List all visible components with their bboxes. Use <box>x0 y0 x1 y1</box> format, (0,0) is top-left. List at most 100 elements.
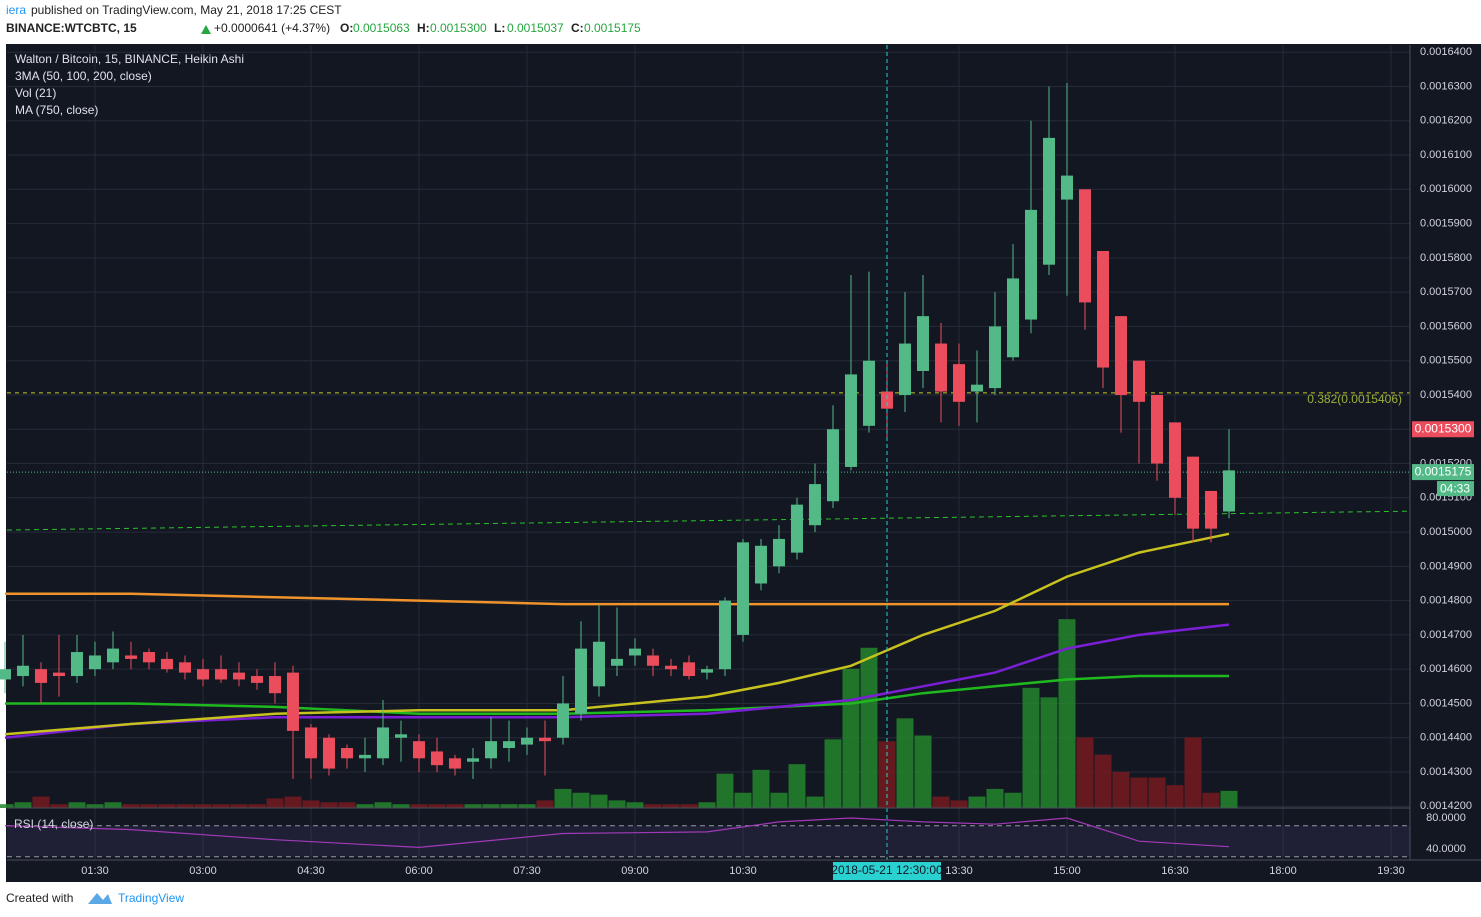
volume-bar <box>968 796 986 808</box>
candle-body <box>700 669 713 673</box>
moving-average <box>4 623 1230 739</box>
high-tag-label: 0.0015300 <box>1415 421 1472 435</box>
candle-body <box>844 374 857 467</box>
y-tick-label: 0.0014200 <box>1420 800 1472 812</box>
fib-label: 0.382(0.0015406) <box>1307 392 1402 406</box>
volume-bar <box>1130 777 1148 808</box>
candle-body <box>106 648 119 663</box>
volume-bar <box>464 804 482 808</box>
candle-body <box>394 734 407 738</box>
volume-bar <box>806 796 824 808</box>
candle-body <box>448 758 461 769</box>
volume-bar <box>1202 792 1220 808</box>
y-tick-label: 0.0014900 <box>1420 560 1472 572</box>
candle-body <box>250 676 263 683</box>
moving-average <box>5 592 1229 606</box>
candle-body <box>124 655 137 659</box>
x-tick-label: 18:00 <box>1269 865 1297 877</box>
candle-body <box>1168 422 1181 498</box>
volume-bar <box>500 804 518 808</box>
footer-brand[interactable]: TradingView <box>118 891 184 905</box>
candle-body <box>970 384 983 392</box>
x-tick-label: 16:30 <box>1161 865 1189 877</box>
x-tick-label: 15:00 <box>1053 865 1081 877</box>
author[interactable]: iera <box>6 3 26 17</box>
candle-body <box>1060 175 1073 200</box>
volume-bar <box>572 792 590 808</box>
volume-bar <box>356 804 374 808</box>
candle-body <box>628 648 641 656</box>
volume-bar <box>104 802 122 808</box>
volume-bar <box>50 804 68 808</box>
rsi-band <box>7 825 1410 857</box>
candle-body <box>538 737 551 742</box>
candle-body <box>178 662 191 673</box>
candle-body <box>1006 278 1019 358</box>
volume-bar <box>1040 697 1058 808</box>
up-arrow <box>201 25 211 34</box>
candle-body <box>826 429 839 502</box>
rsi-tick-label: 80.0000 <box>1426 812 1466 824</box>
candle-body <box>196 669 209 680</box>
rsi-line <box>4 817 1230 849</box>
volume-bar <box>608 800 626 808</box>
y-tick-label: 0.0016400 <box>1420 46 1472 58</box>
volume-bar <box>860 647 878 808</box>
candle-body <box>1204 490 1217 529</box>
rsi-tick-label: 40.0000 <box>1426 843 1466 855</box>
volume-bar <box>194 804 212 808</box>
y-tick-label: 0.0015800 <box>1420 252 1472 264</box>
candle-body <box>1132 360 1145 402</box>
moving-average <box>4 532 1230 736</box>
volume-bar <box>518 804 536 808</box>
x-tick-label: 01:30 <box>81 865 109 877</box>
symbol: BINANCE:WTCBTC, 15 <box>6 21 137 35</box>
volume-bar <box>122 804 140 808</box>
y-tick-label: 0.0016000 <box>1420 183 1472 195</box>
y-tick-label: 0.0015500 <box>1420 355 1472 367</box>
chart-background <box>6 44 1481 882</box>
y-tick-label: 0.0015900 <box>1420 217 1472 229</box>
candle-body <box>34 669 47 683</box>
x-tick-label: 06:00 <box>405 865 433 877</box>
candle-body <box>70 652 83 677</box>
y-tick-label: 0.0014400 <box>1420 732 1472 744</box>
candle-body <box>916 316 929 371</box>
x-tick-label: 07:30 <box>513 865 541 877</box>
candle-body <box>718 600 731 670</box>
candle-body <box>808 484 821 526</box>
candle-body <box>736 542 749 635</box>
y-tick-label: 0.0014800 <box>1420 595 1472 607</box>
last-price-label: 0.0015175 <box>1415 464 1472 478</box>
candle-body <box>952 364 965 402</box>
volume-bar <box>266 798 284 808</box>
ohlc-value: 0.0015063 <box>353 21 410 35</box>
volume-bar <box>1076 737 1094 808</box>
volume-bar <box>1112 771 1130 808</box>
candle-body <box>322 737 335 769</box>
y-tick-label: 0.0014700 <box>1420 629 1472 641</box>
candle-body <box>1114 316 1127 395</box>
legend-indicator: Vol (21) <box>15 86 56 100</box>
candle-body <box>790 504 803 553</box>
candle-body <box>1024 209 1037 320</box>
x-tick-label: 10:30 <box>729 865 757 877</box>
volume-bar <box>32 796 50 808</box>
ohlc-label: O: <box>340 21 353 35</box>
volume-bar <box>644 804 662 808</box>
volume-bar <box>1148 777 1166 808</box>
y-tick-label: 0.0016100 <box>1420 149 1472 161</box>
candle-body <box>1150 394 1163 464</box>
candle-body <box>880 391 893 409</box>
y-tick-label: 0.0015700 <box>1420 286 1472 298</box>
volume-bar <box>662 804 680 808</box>
volume-bar <box>320 802 338 808</box>
volume-bar <box>554 788 572 808</box>
candle-body <box>1222 470 1235 512</box>
volume-bar <box>1058 619 1076 808</box>
volume-bar <box>824 739 842 808</box>
candle-body <box>214 669 227 680</box>
y-tick-label: 0.0015400 <box>1420 389 1472 401</box>
